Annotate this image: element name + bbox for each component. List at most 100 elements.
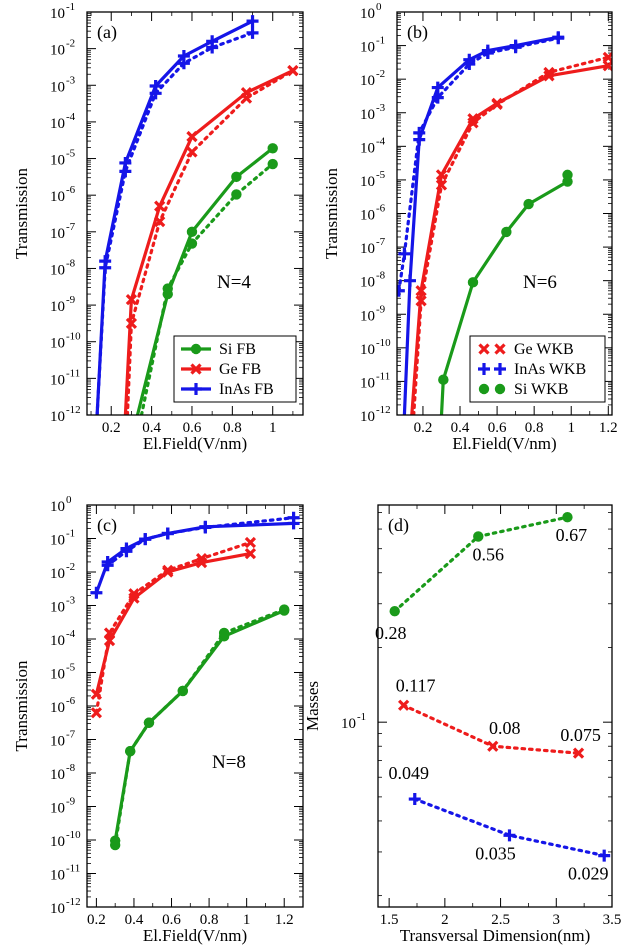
data-point <box>467 277 479 288</box>
series-group <box>90 511 300 851</box>
y-tick-exponent: -1 <box>376 35 385 47</box>
data-point <box>473 531 484 542</box>
x-tick-label: 1.2 <box>275 912 294 928</box>
data-point <box>244 547 257 560</box>
y-tick-label: 10 <box>50 901 65 917</box>
data-point <box>154 200 166 212</box>
x-tick-label: 3.5 <box>603 912 622 928</box>
y-axis-title: Transmission <box>12 660 31 752</box>
x-tick-label: 0.4 <box>125 912 144 928</box>
data-point <box>143 717 155 728</box>
y-tick-label: 10 <box>50 372 65 388</box>
data-point <box>491 98 503 110</box>
y-axis-title: Transmission <box>12 167 31 259</box>
y-tick-exponent: -12 <box>66 404 81 416</box>
data-point <box>413 126 426 139</box>
panel-label: (d) <box>388 515 409 536</box>
y-tick-exponent: -1 <box>357 711 366 723</box>
data-point <box>438 374 449 385</box>
y-tick-exponent: -10 <box>66 331 81 343</box>
point-label: 0.56 <box>473 544 505 564</box>
y-tick-exponent: -9 <box>66 294 76 306</box>
x-tick-label: 0.8 <box>200 912 219 928</box>
legend-label: Si WKB <box>514 381 568 398</box>
legend-marker <box>478 343 490 355</box>
data-point <box>90 586 103 599</box>
y-tick-label: 10 <box>50 600 65 616</box>
y-tick-label: 10 <box>50 566 65 582</box>
y-tick-exponent: -8 <box>66 257 76 269</box>
legend-marker <box>190 343 202 355</box>
x-tick-label: 0.2 <box>87 912 106 928</box>
x-tick-label: 1 <box>567 420 575 436</box>
x-tick-label: 2.5 <box>491 912 510 928</box>
y-tick-label: 10 <box>360 308 375 324</box>
data-point <box>162 283 173 294</box>
y-tick-exponent: -12 <box>66 896 81 908</box>
plot-frame <box>86 504 304 908</box>
y-tick-label: 10 <box>360 275 375 291</box>
plot-frame <box>396 11 613 416</box>
y-tick-exponent: -4 <box>66 628 76 640</box>
data-point <box>389 605 400 617</box>
x-tick-label: 0.6 <box>183 420 202 436</box>
y-tick-exponent: -8 <box>66 762 76 774</box>
data-point <box>206 41 219 54</box>
y-tick-label: 10 <box>50 116 65 132</box>
legend-marker <box>494 343 506 355</box>
data-point <box>186 130 198 143</box>
data-point <box>398 247 411 260</box>
x-tick-label: 2 <box>441 912 449 928</box>
data-point <box>177 685 188 697</box>
legend-marker <box>190 383 202 395</box>
data-point <box>125 317 138 330</box>
panel-annotation: N=6 <box>523 272 557 293</box>
legend-marker <box>190 363 202 375</box>
data-point <box>120 545 133 558</box>
y-tick-label: 10 <box>360 241 375 257</box>
legend-marker <box>494 383 506 395</box>
data-point <box>602 51 612 63</box>
y-tick-label: 10 <box>360 342 375 358</box>
data-point <box>244 536 257 549</box>
x-tick-label: 0.2 <box>414 420 433 436</box>
data-point <box>267 143 278 154</box>
y-tick-exponent: -2 <box>66 561 75 573</box>
data-point <box>287 64 299 77</box>
data-point <box>562 169 573 181</box>
data-point <box>503 829 516 842</box>
y-tick-exponent: -3 <box>66 74 76 86</box>
y-tick-exponent: -3 <box>376 102 386 114</box>
legend-label: InAs FB <box>219 381 274 398</box>
series-line-red-solid <box>94 552 251 695</box>
data-point <box>481 46 494 59</box>
panel-label: (c) <box>97 515 117 536</box>
y-axis-title: Transmission <box>322 167 341 259</box>
legend: Si FB Ge FB InAs FB <box>173 335 297 403</box>
y-tick-label: 10 <box>50 734 65 750</box>
data-point <box>431 81 444 94</box>
legend-label: Ge WKB <box>514 341 574 358</box>
x-tick-label: 3 <box>553 912 561 928</box>
y-tick-exponent: -11 <box>66 863 80 875</box>
data-point <box>231 189 242 200</box>
y-tick-exponent: -1 <box>66 1 75 13</box>
y-tick-label: 10 <box>50 533 65 549</box>
y-tick-label: 10 <box>50 834 65 850</box>
y-tick-exponent: 0 <box>66 494 72 506</box>
panel-annotation: N=4 <box>217 272 251 293</box>
y-tick-exponent: -2 <box>66 38 75 50</box>
y-tick-exponent: -1 <box>66 528 75 540</box>
legend-marker <box>478 383 490 395</box>
data-point <box>149 87 162 100</box>
data-point <box>246 15 259 28</box>
y-tick-exponent: -11 <box>376 370 390 382</box>
y-tick-label: 10 <box>50 79 65 95</box>
data-point <box>501 226 512 238</box>
data-point <box>509 41 522 54</box>
y-tick-label: 10 <box>50 667 65 683</box>
y-tick-label: 10 <box>50 299 65 315</box>
y-tick-exponent: -7 <box>376 236 386 248</box>
y-tick-label: 10 <box>50 153 65 169</box>
